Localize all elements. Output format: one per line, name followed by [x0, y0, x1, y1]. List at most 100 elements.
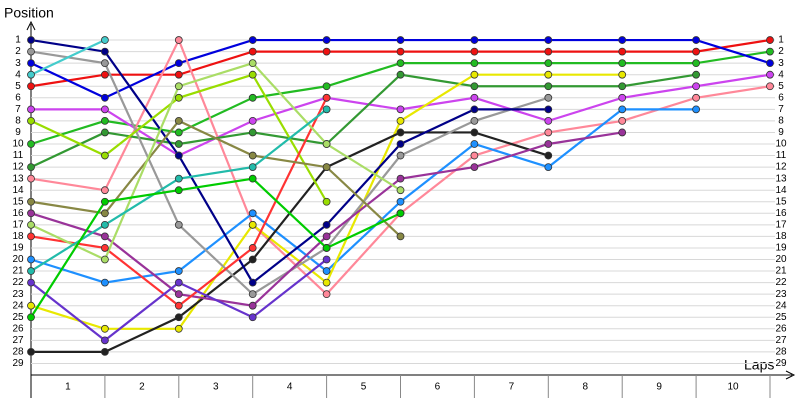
- position-marker: [101, 220, 109, 229]
- position-marker: [322, 244, 331, 252]
- y-tick-label: 19: [12, 243, 24, 254]
- y-tick-label-right: 28: [775, 347, 787, 358]
- position-marker: [396, 232, 405, 241]
- y-tick-label-right: 5: [778, 81, 784, 92]
- position-marker: [322, 93, 331, 102]
- y-tick-label-right: 2: [778, 46, 784, 57]
- position-marker: [27, 59, 35, 68]
- position-marker: [27, 47, 35, 56]
- y-tick-label-right: 20: [775, 254, 787, 265]
- position-marker: [27, 82, 35, 91]
- y-tick-label-right: 15: [775, 196, 787, 207]
- position-marker: [470, 105, 479, 114]
- y-tick-label: 11: [13, 150, 24, 161]
- y-tick-label-right: 25: [775, 312, 787, 323]
- position-marker: [544, 93, 553, 102]
- position-marker: [618, 82, 627, 91]
- position-marker: [618, 59, 627, 68]
- position-marker: [248, 70, 257, 79]
- y-tick-label-right: 6: [778, 92, 784, 103]
- position-marker: [766, 59, 774, 68]
- position-marker: [322, 290, 331, 299]
- position-marker: [248, 163, 257, 172]
- position-marker: [27, 197, 35, 206]
- position-marker: [544, 128, 553, 137]
- position-marker: [27, 105, 35, 114]
- position-marker: [174, 186, 183, 195]
- series-line: [30, 119, 402, 238]
- y-tick-label-right: 29: [775, 358, 787, 369]
- position-marker: [248, 209, 257, 218]
- position-marker: [174, 220, 183, 229]
- position-marker: [322, 82, 331, 91]
- y-tick-label: 7: [15, 104, 21, 115]
- position-marker: [101, 151, 109, 160]
- y-axis-label: Position: [4, 5, 54, 21]
- position-marker: [101, 70, 109, 79]
- position-marker: [248, 59, 257, 68]
- position-marker: [101, 93, 109, 102]
- position-marker: [618, 47, 627, 56]
- position-marker: [396, 36, 405, 44]
- y-tick-label: 23: [12, 289, 24, 300]
- position-marker: [396, 151, 405, 160]
- position-marker: [396, 197, 405, 206]
- position-marker: [248, 117, 257, 125]
- position-marker: [27, 301, 35, 310]
- y-tick-label: 8: [15, 116, 21, 127]
- position-marker: [692, 82, 700, 91]
- y-tick-label-right: 12: [775, 162, 787, 173]
- position-marker: [101, 128, 109, 137]
- position-marker: [322, 278, 331, 287]
- x-axis-arrow: [785, 370, 796, 380]
- x-tick-label: 5: [361, 382, 367, 393]
- position-marker: [692, 105, 700, 114]
- position-marker: [544, 82, 553, 91]
- y-tick-label-right: 1: [778, 35, 784, 46]
- position-marker: [174, 290, 183, 299]
- position-marker: [248, 47, 257, 56]
- position-marker: [692, 59, 700, 68]
- position-marker: [470, 47, 479, 56]
- position-marker: [544, 151, 553, 160]
- y-tick-label: 13: [12, 173, 24, 184]
- y-tick-label: 28: [12, 347, 24, 358]
- position-marker: [470, 82, 479, 91]
- position-marker: [101, 336, 109, 345]
- y-tick-label: 25: [12, 312, 24, 323]
- position-marker: [27, 70, 35, 79]
- y-tick-label: 21: [12, 266, 24, 277]
- position-marker: [101, 59, 109, 68]
- position-marker: [174, 324, 183, 333]
- x-tick-label: 6: [435, 382, 441, 393]
- position-marker: [470, 140, 479, 148]
- y-tick-label: 27: [12, 335, 24, 346]
- position-marker: [248, 36, 257, 44]
- position-marker: [396, 128, 405, 137]
- y-tick-label: 14: [12, 185, 24, 196]
- position-marker: [101, 47, 109, 56]
- position-marker: [101, 278, 109, 287]
- y-tick-label: 18: [12, 231, 24, 242]
- y-tick-label-right: 22: [775, 277, 787, 288]
- position-marker: [470, 59, 479, 68]
- position-marker: [101, 197, 109, 206]
- position-marker: [396, 186, 405, 195]
- position-marker: [248, 313, 257, 322]
- position-marker: [27, 255, 35, 264]
- position-marker: [470, 151, 479, 160]
- x-tick-label: 10: [727, 382, 739, 393]
- position-marker: [544, 140, 553, 148]
- series-line: [30, 177, 401, 318]
- position-marker: [101, 105, 109, 114]
- y-tick-label: 24: [12, 300, 24, 311]
- position-marker: [618, 70, 627, 79]
- position-marker: [322, 220, 331, 229]
- position-marker: [396, 105, 405, 114]
- position-marker: [470, 36, 479, 44]
- y-tick-label-right: 4: [778, 69, 784, 80]
- position-marker: [174, 82, 183, 91]
- series-line: [30, 38, 549, 285]
- series-line: [30, 73, 697, 169]
- position-marker: [544, 59, 553, 68]
